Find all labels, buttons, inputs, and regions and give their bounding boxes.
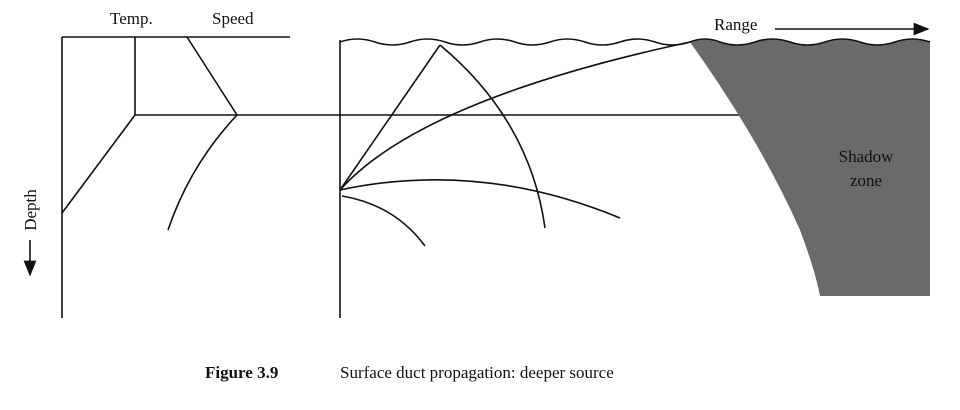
caption-text: Surface duct propagation: deeper source (340, 363, 614, 382)
shadow-label: Shadow (839, 147, 895, 166)
ray (339, 178, 621, 219)
ray (341, 195, 426, 247)
sea-surface (339, 38, 931, 46)
ray (439, 44, 546, 229)
profile-panel: Temp. Speed Depth (21, 9, 875, 318)
shadow-zone (690, 39, 930, 296)
ray (339, 41, 691, 191)
caption-number: Figure 3.9 (205, 363, 278, 382)
temp-label: Temp. (110, 9, 153, 28)
temp-profile (61, 37, 136, 214)
depth-label: Depth (21, 189, 40, 231)
range-label: Range (714, 15, 757, 34)
speed-profile (167, 36, 239, 231)
shadow-label: zone (850, 171, 882, 190)
ray (339, 44, 441, 191)
speed-label: Speed (212, 9, 254, 28)
propagation-panel: Range Shadow zone (339, 15, 931, 318)
